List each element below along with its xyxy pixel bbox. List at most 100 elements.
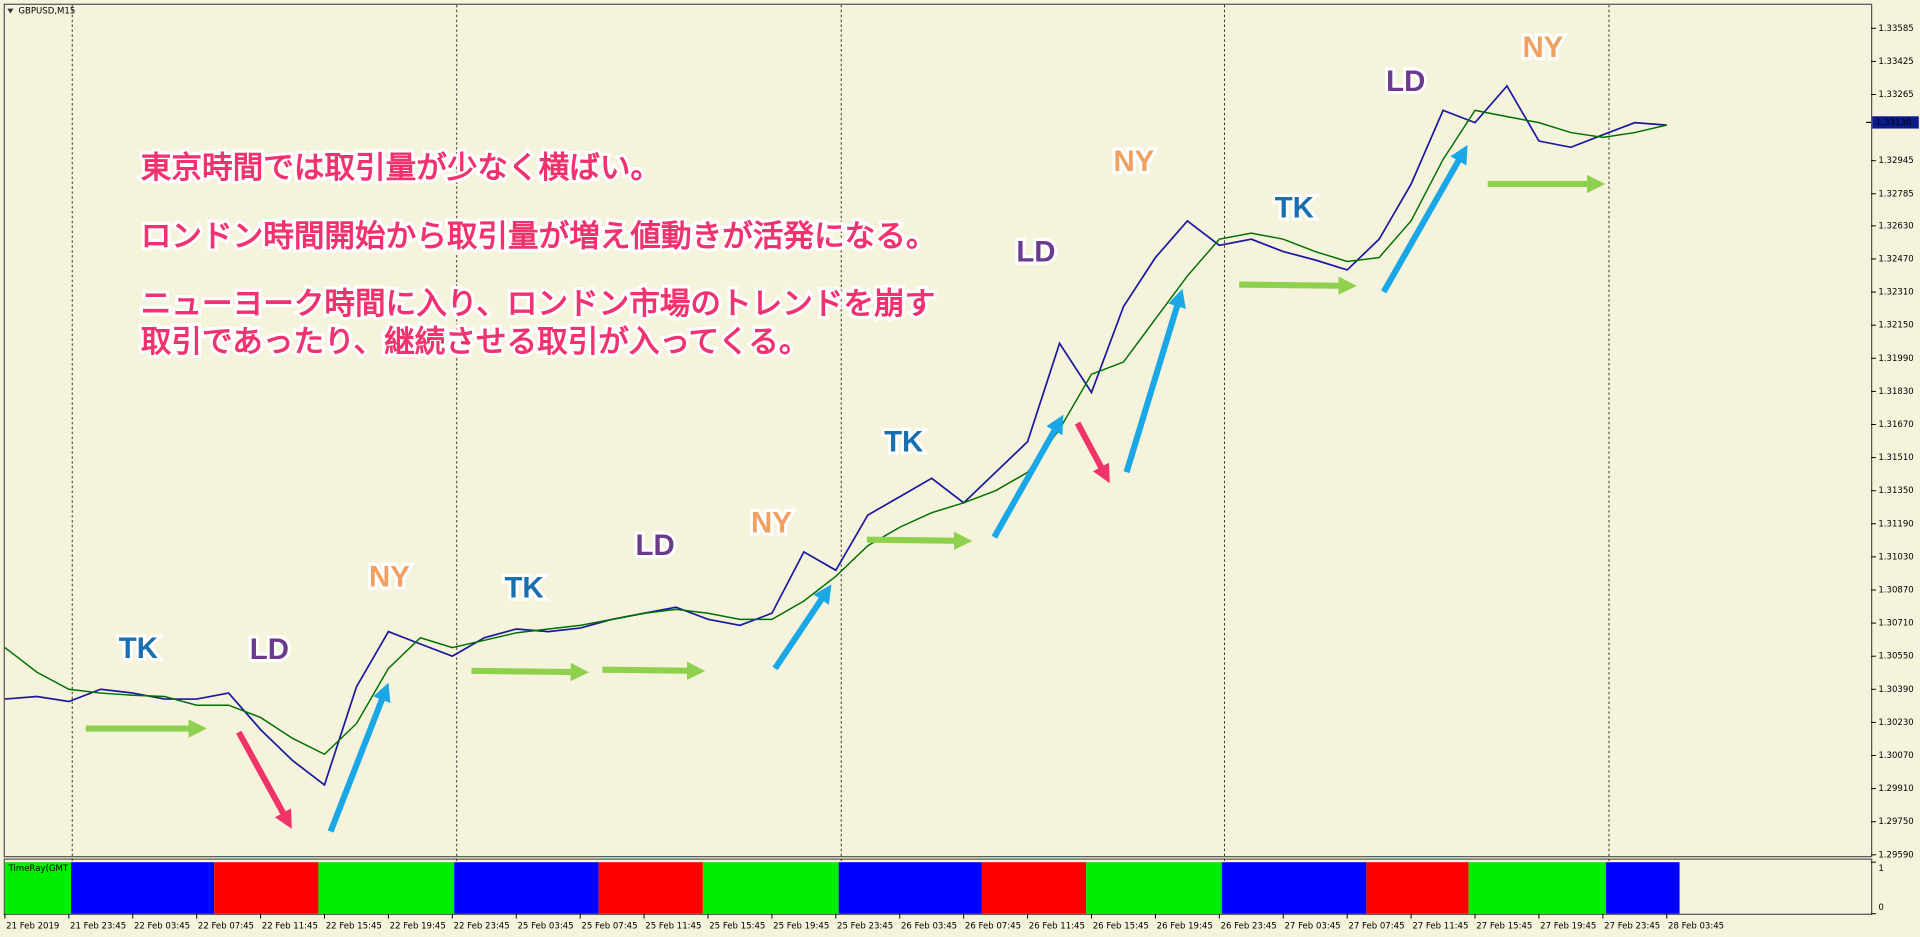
day-separators xyxy=(71,4,1610,914)
session-bar xyxy=(71,862,215,914)
y-tick-label: 1.31350 xyxy=(1878,486,1913,496)
current-price-label: 1.33130 xyxy=(1876,118,1911,128)
session-bar xyxy=(1221,862,1367,914)
indicator-tick-label: 1 xyxy=(1878,864,1883,874)
session-label: TK xyxy=(504,572,543,605)
session-bar xyxy=(1086,862,1222,914)
x-tick-label: 27 Feb 03:45 xyxy=(1284,921,1340,931)
session-label: NY xyxy=(369,561,410,594)
x-tick-label: 27 Feb 07:45 xyxy=(1348,921,1404,931)
session-label: LD xyxy=(636,529,675,562)
annotation-arrow xyxy=(471,662,589,682)
annotation: ニューヨーク時間に入り、ロンドン市場のトレンドを崩す xyxy=(141,286,935,322)
x-tick-label: 21 Feb 23:45 xyxy=(70,921,126,931)
annotation-arrow xyxy=(1239,276,1357,295)
x-tick-label: 22 Feb 23:45 xyxy=(454,921,510,931)
x-tick-label: 27 Feb 15:45 xyxy=(1476,921,1532,931)
x-tick-label: 22 Feb 07:45 xyxy=(198,921,254,931)
y-tick-label: 1.29750 xyxy=(1878,817,1913,827)
session-bar xyxy=(454,862,599,914)
session-label: TK xyxy=(884,426,923,459)
x-tick-label: 27 Feb 11:45 xyxy=(1412,921,1468,931)
y-tick-label: 1.32150 xyxy=(1878,321,1913,331)
y-tick-label: 1.33265 xyxy=(1878,90,1913,100)
annotation-arrow xyxy=(236,730,292,829)
session-label: LD xyxy=(1386,65,1425,98)
y-tick-label: 1.30230 xyxy=(1878,718,1913,728)
x-tick-label: 25 Feb 19:45 xyxy=(773,921,829,931)
x-tick-label: 22 Feb 11:45 xyxy=(262,921,318,931)
x-tick-label: 22 Feb 03:45 xyxy=(134,921,190,931)
session-bar xyxy=(1606,862,1680,914)
session-label: TK xyxy=(119,632,158,665)
session-label: LD xyxy=(1016,236,1055,269)
x-tick-label: 28 Feb 03:45 xyxy=(1668,921,1724,931)
annotation-arrow xyxy=(602,661,706,680)
indicator-frame xyxy=(3,858,1873,915)
y-tick-label: 1.30070 xyxy=(1878,751,1913,761)
x-tick-label: 27 Feb 19:45 xyxy=(1540,921,1596,931)
x-tick-label: 27 Feb 23:45 xyxy=(1604,921,1660,931)
x-tick-label: 25 Feb 23:45 xyxy=(837,921,893,931)
annotation-arrow xyxy=(1074,421,1110,484)
annotation-arrow xyxy=(772,584,832,671)
session-label: NY xyxy=(1113,145,1154,178)
y-tick-label: 1.32310 xyxy=(1878,288,1913,298)
session-bar xyxy=(598,862,703,914)
y-tick-label: 1.31670 xyxy=(1878,420,1913,430)
x-tick-label: 25 Feb 11:45 xyxy=(645,921,701,931)
y-tick-label: 1.30390 xyxy=(1878,685,1913,695)
session-bar xyxy=(4,862,72,914)
y-tick-label: 1.32630 xyxy=(1878,221,1913,231)
title-icon xyxy=(7,8,14,14)
y-tick-label: 1.31830 xyxy=(1878,387,1913,397)
y-tick-label: 1.31030 xyxy=(1878,552,1913,562)
x-tick-label: 26 Feb 19:45 xyxy=(1157,921,1213,931)
y-tick-label: 1.30710 xyxy=(1878,619,1913,629)
current-price-box xyxy=(1872,116,1919,129)
annotation-arrow xyxy=(866,531,973,550)
session-bar xyxy=(214,862,319,914)
session-label: LD xyxy=(250,633,289,666)
y-tick-label: 1.30550 xyxy=(1878,652,1913,662)
y-tick-label: 1.33425 xyxy=(1878,57,1913,67)
y-tick-label: 1.29910 xyxy=(1878,784,1913,794)
x-tick-label: 26 Feb 23:45 xyxy=(1221,921,1277,931)
session-bar xyxy=(981,862,1087,914)
x-tick-label: 22 Feb 19:45 xyxy=(390,921,446,931)
session-bar xyxy=(702,862,839,914)
x-tick-label: 25 Feb 07:45 xyxy=(581,921,637,931)
x-tick-label: 25 Feb 03:45 xyxy=(517,921,573,931)
x-tick-label: 25 Feb 15:45 xyxy=(709,921,765,931)
x-tick-label: 26 Feb 03:45 xyxy=(901,921,957,931)
annotations: 東京時間では取引量が少なく横ばい。 ロンドン時間開始から取引量が増え値動きが活発… xyxy=(138,147,940,363)
annotation-arrow xyxy=(327,682,391,833)
y-tick-label: 1.29590 xyxy=(1878,850,1913,860)
session-bar xyxy=(318,862,455,914)
session-bar xyxy=(838,862,982,914)
indicator-title: TimeRay(GMT xyxy=(8,864,69,874)
x-tick-label: 26 Feb 15:45 xyxy=(1093,921,1149,931)
x-tick-label: 26 Feb 11:45 xyxy=(1029,921,1085,931)
plot-frame xyxy=(3,3,1873,858)
y-tick-label: 1.30870 xyxy=(1878,585,1913,595)
y-tick-label: 1.31190 xyxy=(1878,519,1913,529)
price-line xyxy=(4,84,1667,787)
session-label: NY xyxy=(751,507,792,540)
x-tick-label: 22 Feb 15:45 xyxy=(326,921,382,931)
y-tick-label: 1.32470 xyxy=(1878,254,1913,264)
annotation-arrow xyxy=(991,414,1064,539)
x-tick-label: 26 Feb 07:45 xyxy=(965,921,1021,931)
annotation: 東京時間では取引量が少なく横ばい。 xyxy=(141,150,661,186)
moving-average xyxy=(4,109,1667,756)
y-tick-label: 1.32785 xyxy=(1878,189,1913,199)
session-label: NY xyxy=(1522,31,1563,64)
session-bar xyxy=(1366,862,1469,914)
session-bar xyxy=(1468,862,1607,914)
annotation-arrow xyxy=(1381,144,1468,294)
y-tick-label: 1.31990 xyxy=(1878,354,1913,364)
indicator-tick-label: 0 xyxy=(1878,903,1883,913)
